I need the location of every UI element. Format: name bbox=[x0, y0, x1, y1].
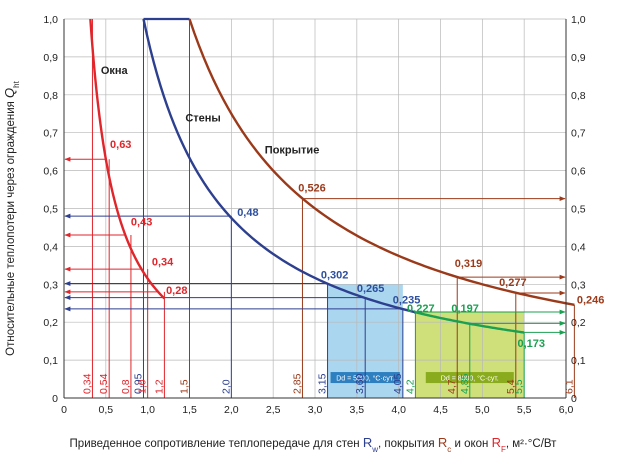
y-tick-label-right: 0,2 bbox=[571, 317, 586, 329]
y-tick-label-left: 0,2 bbox=[43, 317, 58, 329]
x-tick-label: 2,0 bbox=[224, 404, 239, 416]
y-axis-title-part: Относительные теплопотери через огражден… bbox=[5, 98, 17, 356]
x-tick-label: 0 bbox=[61, 404, 67, 416]
y-tick-label-right: 0,1 bbox=[571, 355, 586, 367]
x-tick-label: 2,5 bbox=[266, 404, 281, 416]
curve-name-label: Покрытие bbox=[265, 145, 320, 157]
x-marker-label: 2,85 bbox=[291, 373, 303, 394]
x-marker-label: 0,95 bbox=[132, 373, 144, 394]
series-line-3 bbox=[415, 311, 525, 334]
x-marker-label: 3,60 bbox=[354, 373, 366, 394]
x-axis-title: Приведенное сопротивление теплопередаче … bbox=[70, 435, 558, 454]
x-axis-title-part: c bbox=[447, 445, 451, 454]
y-tick-label-right: 0,7 bbox=[571, 128, 586, 140]
x-marker-label: 0,8 bbox=[120, 379, 132, 394]
curve-name-label: Стены bbox=[185, 112, 221, 124]
x-marker-label: 6,1 bbox=[563, 379, 575, 394]
x-tick-label: 1,0 bbox=[140, 404, 155, 416]
x-axis-title-part: F bbox=[501, 445, 506, 454]
y-tick-label-left: 0,6 bbox=[43, 166, 58, 178]
y-tick-label-left: 0,3 bbox=[43, 279, 58, 291]
x-marker-label: 1,2 bbox=[153, 379, 165, 394]
x-marker-label: 1,5 bbox=[179, 379, 191, 394]
point-label: 0,197 bbox=[451, 303, 479, 315]
series-line-2 bbox=[188, 18, 575, 306]
y-axis-title: Относительные теплопотери через огражден… bbox=[2, 80, 21, 355]
y-tick-label-left: 0,9 bbox=[43, 52, 58, 64]
y-axis-title-part: ht bbox=[12, 80, 21, 87]
x-axis-title-part: R bbox=[492, 435, 501, 450]
x-axis-title-part: R bbox=[363, 435, 372, 450]
y-tick-label-right: 0 bbox=[571, 393, 577, 405]
x-axis-title-part: Приведенное сопротивление теплопередаче … bbox=[70, 438, 363, 450]
y-tick-label-left: 0,8 bbox=[43, 90, 58, 102]
point-label: 0,235 bbox=[393, 294, 421, 306]
point-label: 0,526 bbox=[298, 182, 326, 194]
x-marker-label: 5,4 bbox=[505, 379, 517, 394]
x-marker-label: 0,54 bbox=[98, 373, 110, 394]
x-marker-label: 2,0 bbox=[220, 379, 232, 394]
point-label: 0,302 bbox=[321, 270, 349, 282]
y-tick-label-right: 0,9 bbox=[571, 52, 586, 64]
y-tick-label-right: 0,8 bbox=[571, 90, 586, 102]
y-tick-label-left: 0,4 bbox=[43, 241, 58, 253]
y-tick-label-right: 0,5 bbox=[571, 204, 586, 216]
x-marker-label: 5,5 bbox=[513, 379, 525, 394]
x-axis-title-part: w bbox=[371, 445, 378, 454]
x-marker-label: 3,15 bbox=[317, 373, 329, 394]
point-label: 0,48 bbox=[237, 207, 258, 219]
x-tick-label: 5,5 bbox=[517, 404, 532, 416]
curve-name-label: Окна bbox=[101, 65, 129, 77]
y-tick-label-left: 0,7 bbox=[43, 128, 58, 140]
point-label: 0,265 bbox=[357, 283, 385, 295]
x-marker-label: 4,2 bbox=[404, 379, 416, 394]
point-label: 0,277 bbox=[499, 277, 527, 289]
x-marker-label: 4,85 bbox=[459, 373, 471, 394]
y-tick-label-left: 1,0 bbox=[43, 14, 58, 26]
series-line-0 bbox=[89, 18, 166, 300]
y-tick-label-right: 0,4 bbox=[571, 241, 586, 253]
x-marker-label: 4,05 bbox=[392, 373, 404, 394]
point-label: 0,246 bbox=[577, 294, 605, 306]
x-tick-label: 3,5 bbox=[350, 404, 365, 416]
point-label: 0,43 bbox=[131, 217, 152, 229]
point-label: 0,34 bbox=[152, 256, 174, 268]
x-tick-label: 4,5 bbox=[433, 404, 448, 416]
point-label: 0,28 bbox=[166, 285, 187, 297]
y-axis-title-part: Q bbox=[2, 88, 17, 98]
x-axis-title-part: , м²·°С/Вт bbox=[506, 438, 557, 450]
y-tick-label-left: 0 bbox=[52, 393, 58, 405]
x-tick-label: 5,0 bbox=[475, 404, 490, 416]
x-axis-title-part: R bbox=[438, 435, 447, 450]
y-tick-label-left: 0,1 bbox=[43, 355, 58, 367]
x-axis-title-part: , покрытия bbox=[378, 438, 438, 450]
y-tick-label-right: 0,6 bbox=[571, 166, 586, 178]
x-tick-label: 4,0 bbox=[391, 404, 406, 416]
x-marker-label: 1,0 bbox=[137, 379, 149, 394]
point-label: 0,319 bbox=[455, 258, 483, 270]
x-tick-label: 1,5 bbox=[182, 404, 197, 416]
y-tick-label-right: 1,0 bbox=[571, 14, 586, 26]
x-marker-label: 0,34 bbox=[81, 373, 93, 394]
x-marker-label: 4,7 bbox=[446, 379, 458, 394]
point-label: 0,173 bbox=[517, 338, 545, 350]
x-axis-title-part: и окон bbox=[451, 438, 491, 450]
y-tick-label-right: 0,3 bbox=[571, 279, 586, 291]
x-tick-label: 3,0 bbox=[308, 404, 323, 416]
y-tick-label-left: 0,5 bbox=[43, 204, 58, 216]
point-label: 0,227 bbox=[407, 303, 435, 315]
x-tick-label: 0,5 bbox=[99, 404, 114, 416]
x-tick-label: 6,0 bbox=[559, 404, 574, 416]
series-line-1 bbox=[142, 18, 416, 314]
point-label: 0,63 bbox=[110, 139, 131, 151]
